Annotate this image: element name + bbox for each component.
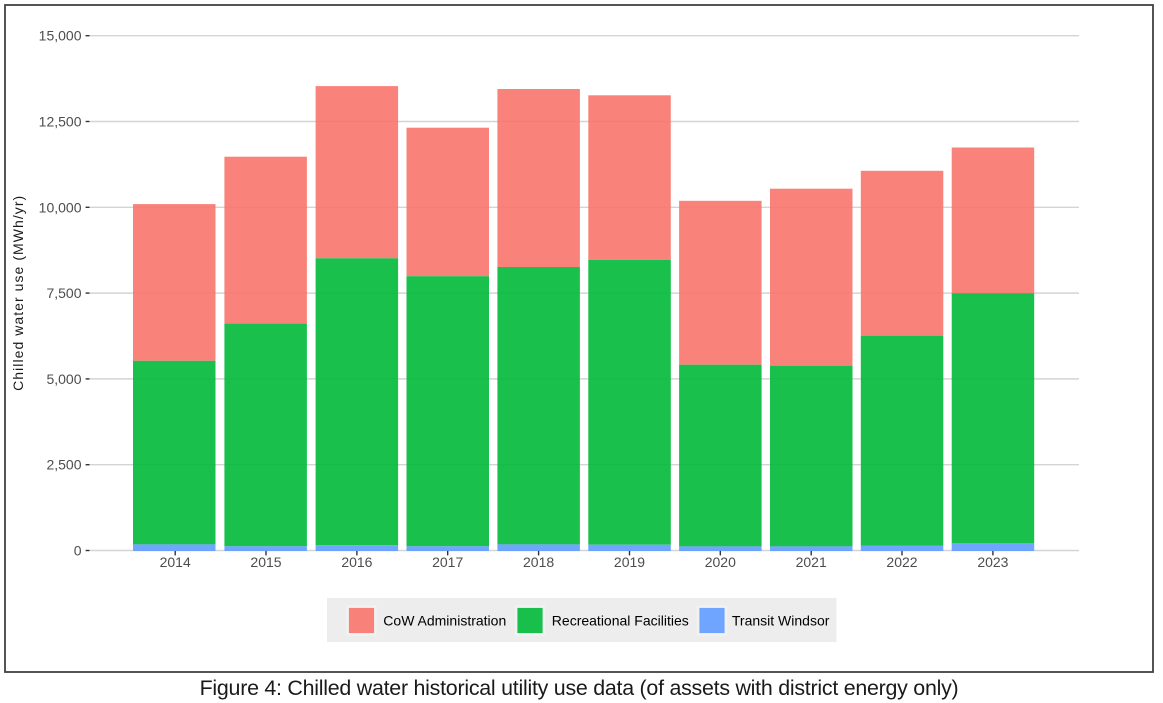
svg-text:Recreational Facilities: Recreational Facilities [552, 612, 689, 628]
svg-text:Transit Windsor: Transit Windsor [732, 612, 830, 628]
svg-text:2021: 2021 [796, 554, 827, 570]
svg-text:Chilled water use (MWh/yr): Chilled water use (MWh/yr) [10, 195, 26, 391]
svg-text:Figure 4: Chilled water histor: Figure 4: Chilled water historical utili… [200, 676, 959, 700]
svg-text:2017: 2017 [432, 554, 463, 570]
svg-text:CoW Administration: CoW Administration [383, 612, 506, 628]
svg-text:2016: 2016 [341, 554, 372, 570]
svg-text:10,000: 10,000 [39, 199, 82, 215]
svg-text:12,500: 12,500 [39, 114, 82, 130]
svg-text:2022: 2022 [886, 554, 917, 570]
svg-text:2015: 2015 [250, 554, 281, 570]
svg-text:2,500: 2,500 [46, 457, 81, 473]
svg-text:2023: 2023 [977, 554, 1008, 570]
svg-text:2014: 2014 [160, 554, 191, 570]
svg-text:7,500: 7,500 [46, 285, 81, 301]
svg-text:5,000: 5,000 [46, 371, 81, 387]
svg-text:2018: 2018 [523, 554, 554, 570]
svg-text:0: 0 [74, 543, 82, 559]
svg-text:2019: 2019 [614, 554, 645, 570]
svg-text:2020: 2020 [705, 554, 736, 570]
svg-text:15,000: 15,000 [39, 28, 82, 44]
